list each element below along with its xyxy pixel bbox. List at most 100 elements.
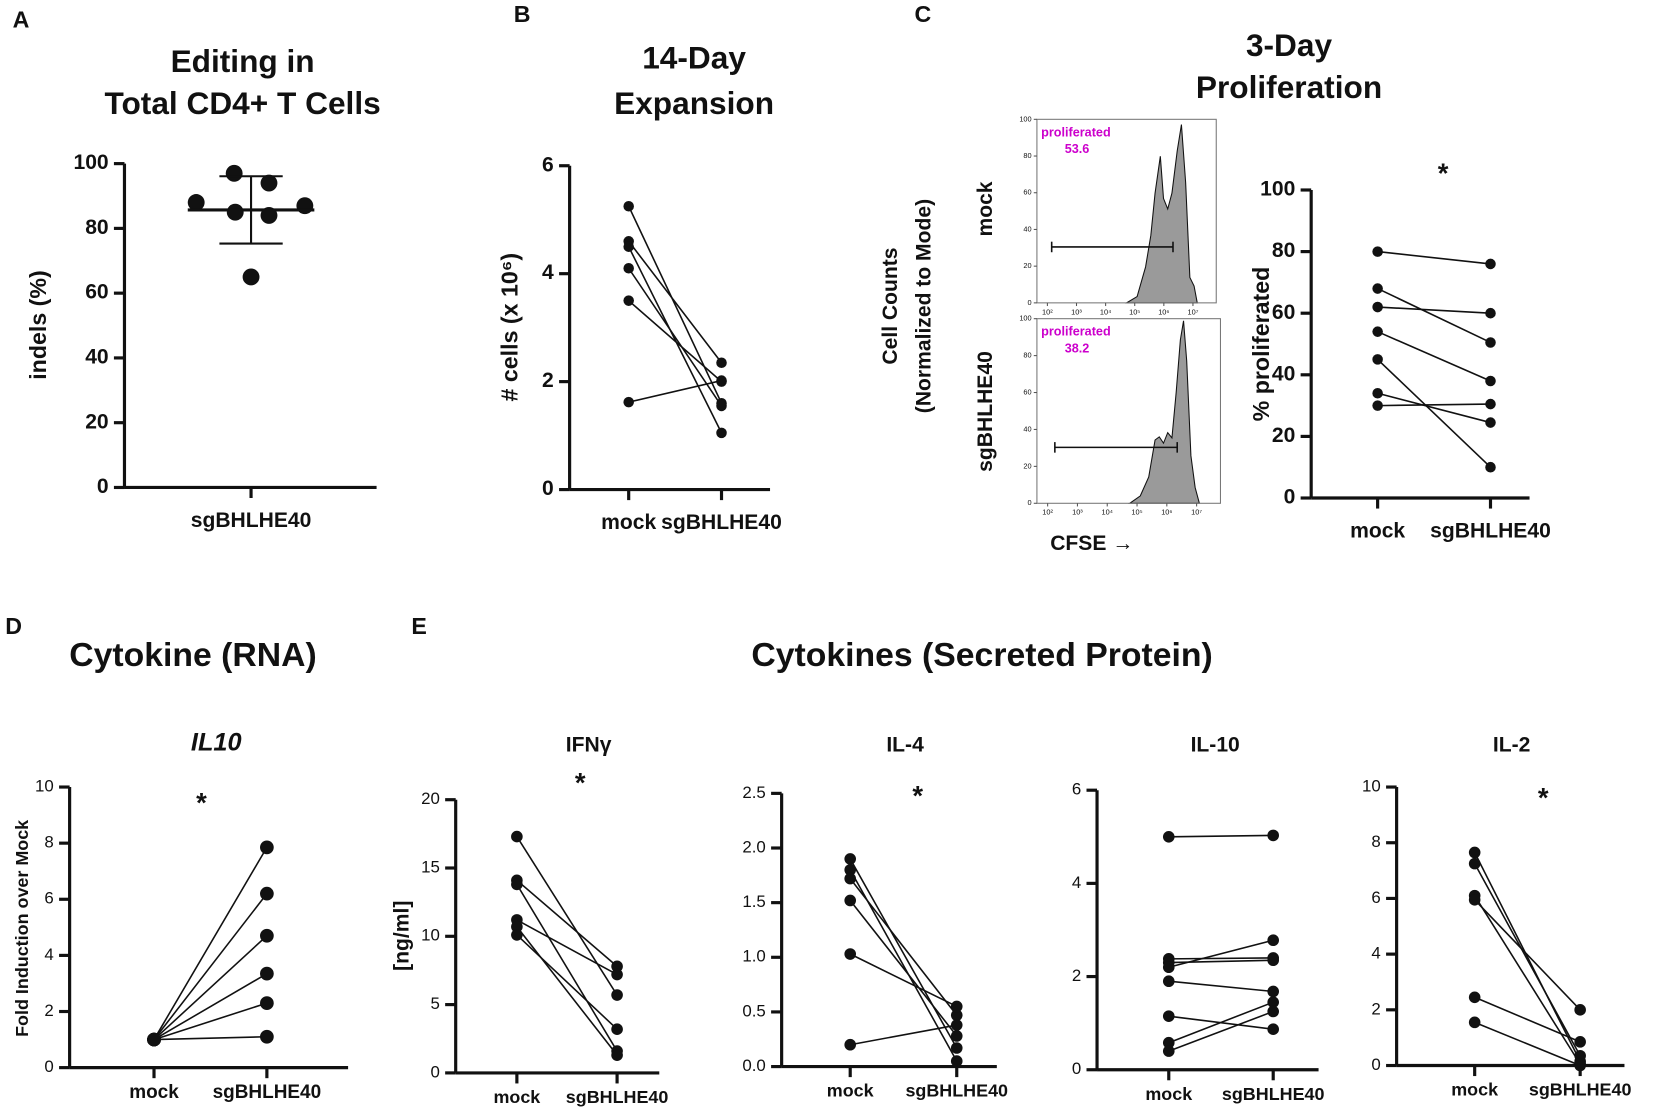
x-tick-label: sgBHLHE40 — [191, 509, 312, 532]
x-tick-label: 10⁷ — [1188, 307, 1199, 316]
data-point — [1485, 258, 1496, 270]
y-tick-label: 40 — [1272, 362, 1295, 385]
data-point — [1574, 1059, 1586, 1072]
pair-line — [849, 953, 958, 1008]
y-axis-label: Cell Counts — [879, 247, 902, 364]
x-tick-label: 10⁵ — [1129, 307, 1140, 316]
y-tick-label: 6 — [542, 153, 554, 176]
data-point — [1574, 1049, 1586, 1062]
pair-line — [1377, 250, 1491, 265]
sample-label: sgBHLHE40 — [974, 351, 997, 472]
x-tick-label: mock — [493, 1087, 540, 1107]
data-point — [1267, 934, 1280, 947]
pair-line — [1474, 996, 1581, 1043]
y-tick-label: 40 — [1023, 424, 1031, 433]
chart-title: 14-Day — [642, 40, 746, 76]
histogram-frame — [1036, 118, 1217, 304]
data-point — [1485, 417, 1496, 428]
y-tick-label: 2.5 — [742, 783, 765, 802]
data-point — [950, 1055, 963, 1067]
data-point — [1468, 857, 1481, 870]
y-tick-label: 10 — [421, 926, 440, 945]
histogram-frame — [1036, 318, 1221, 504]
pair-line — [849, 858, 958, 1049]
pair-line — [1474, 899, 1581, 1011]
subtitle: IL-4 — [886, 733, 924, 756]
y-tick-label: 1.5 — [742, 892, 765, 911]
pair-line — [1377, 306, 1491, 314]
data-point — [716, 357, 727, 369]
pair-line — [153, 972, 268, 1041]
pair-line — [628, 240, 723, 364]
panel-label: C — [915, 1, 932, 27]
data-point — [260, 996, 274, 1010]
pair-line — [1168, 959, 1274, 964]
data-point — [260, 966, 274, 981]
x-tick-label: sgBHLHE40 — [905, 1081, 1008, 1101]
pair-line — [1168, 939, 1274, 969]
y-tick-label: 1.0 — [742, 947, 765, 966]
flow-curves — [1124, 124, 1201, 504]
y-tick-label: 100 — [1019, 314, 1031, 323]
pair-line — [849, 899, 958, 1037]
data-point — [1267, 829, 1280, 842]
x-tick-label: 10⁶ — [1161, 508, 1172, 517]
data-point — [611, 1023, 623, 1035]
data-point — [611, 960, 623, 973]
y-tick-label: 0 — [1028, 498, 1032, 507]
y-tick-label: 6 — [1371, 888, 1380, 907]
data-point — [950, 1030, 963, 1042]
pair-line — [628, 300, 723, 383]
y-tick-label: 0 — [430, 1062, 439, 1081]
data-point — [950, 1009, 963, 1022]
data-point — [1162, 1036, 1175, 1049]
data-point — [260, 928, 274, 943]
data-point — [1574, 1036, 1586, 1048]
pair-line — [1377, 330, 1491, 382]
y-tick-label: 4 — [1371, 944, 1380, 963]
y-tick-label: 20 — [1272, 424, 1295, 447]
y-tick-label: 80 — [1272, 239, 1295, 262]
data-point — [242, 268, 260, 286]
data-point — [511, 920, 523, 933]
x-tick-label: sgBHLHE40 — [1430, 519, 1551, 542]
data-point — [1574, 1004, 1586, 1016]
x-tick-label: sgBHLHE40 — [566, 1087, 669, 1107]
pair-line — [1168, 957, 1274, 960]
data-point — [716, 400, 727, 412]
data-point — [260, 1029, 274, 1044]
y-tick-label: 80 — [1023, 151, 1031, 160]
data-point — [1485, 375, 1496, 387]
chart-title: Cytokine (RNA) — [69, 636, 317, 674]
x-tick-label: mock — [601, 511, 656, 534]
panel-label: E — [411, 613, 426, 639]
y-tick-label: 5 — [430, 994, 439, 1013]
y-tick-label: 0 — [97, 475, 109, 498]
y-tick-label: 2 — [542, 369, 554, 392]
data-point — [260, 886, 274, 901]
sample-label: mock — [974, 181, 997, 236]
y-tick-label: 4 — [542, 261, 554, 284]
pair-line — [516, 879, 618, 967]
y-tick-label: 8 — [44, 833, 53, 852]
chart-title: Expansion — [614, 85, 774, 121]
annotation: * — [196, 787, 207, 818]
pair-line — [516, 883, 618, 1052]
data-point — [623, 295, 634, 306]
data-point — [844, 853, 857, 865]
panel-label: A — [13, 6, 30, 32]
pair-line — [153, 846, 268, 1040]
data-point — [1162, 961, 1175, 974]
data-point — [511, 830, 523, 843]
annotation: * — [575, 767, 586, 798]
gate-value: 38.2 — [1065, 342, 1090, 356]
data-point — [1162, 830, 1175, 843]
y-axis-label: indels (%) — [25, 270, 51, 380]
y-tick-label: 8 — [1371, 832, 1380, 851]
pair-line — [1377, 392, 1491, 424]
data-point — [1372, 388, 1383, 399]
pair-line — [1474, 895, 1581, 1065]
data-point — [1485, 307, 1496, 319]
y-tick-label: 0 — [1284, 486, 1296, 509]
y-tick-label: 80 — [85, 216, 108, 239]
